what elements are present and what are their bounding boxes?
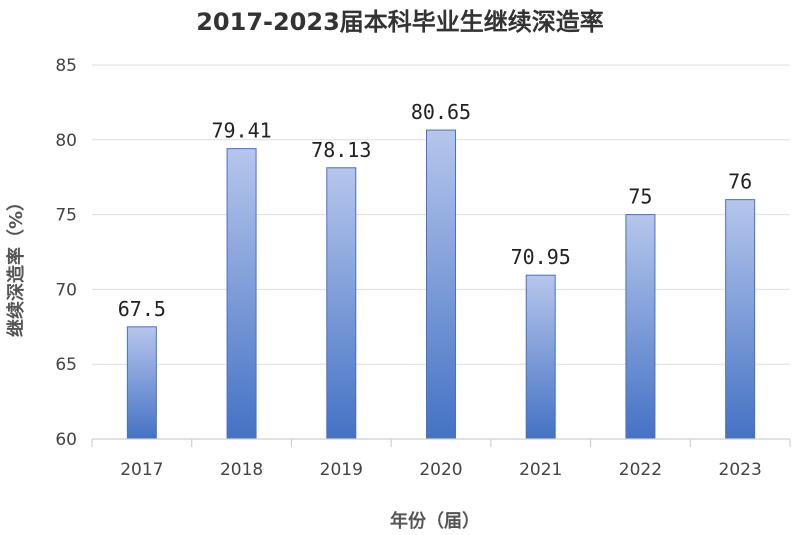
y-tick-label: 85 <box>55 56 77 76</box>
data-label-2021: 70.95 <box>511 245 571 269</box>
x-tick-label-2022: 2022 <box>619 460 662 480</box>
data-label-2022: 75 <box>628 185 652 209</box>
data-label-2017: 67.5 <box>118 297 166 321</box>
bar-2018 <box>226 148 257 440</box>
data-label-2018: 79.41 <box>211 119 271 143</box>
y-tick-label: 80 <box>55 131 77 151</box>
bar-2020 <box>426 129 456 440</box>
data-labels: 67.5 79.41 78.13 80.65 70.95 75 76 <box>118 100 752 321</box>
bar-2019 <box>326 167 357 440</box>
x-tick-label-2021: 2021 <box>519 460 562 480</box>
bar-2022 <box>625 214 656 440</box>
x-tick-label-2017: 2017 <box>120 460 163 480</box>
chart-title: 2017-2023届本科毕业生继续深造率 <box>196 8 604 36</box>
y-axis-title: 继续深造率（%） <box>5 193 27 337</box>
bar-2021 <box>525 274 556 440</box>
x-tick-label-2019: 2019 <box>320 460 363 480</box>
data-label-2019: 78.13 <box>311 138 371 162</box>
y-tick-label: 60 <box>55 430 77 450</box>
x-tick-label-2018: 2018 <box>220 460 263 480</box>
y-axis-ticks: 60 65 70 75 80 85 <box>55 56 77 450</box>
y-tick-label: 65 <box>55 355 77 375</box>
data-label-2023: 76 <box>728 170 752 194</box>
x-axis-title: 年份（届） <box>390 510 480 532</box>
bar-2023 <box>725 199 756 440</box>
y-tick-label: 70 <box>55 280 77 300</box>
y-tick-label: 75 <box>55 206 77 226</box>
bars <box>126 129 756 440</box>
x-tick-label-2020: 2020 <box>419 460 462 480</box>
data-label-2020: 80.65 <box>411 100 471 124</box>
x-tick-label-2023: 2023 <box>719 460 762 480</box>
bar-2017 <box>126 326 157 440</box>
x-axis-ticks: 2017 2018 2019 2020 2021 2022 2023 <box>91 439 791 480</box>
